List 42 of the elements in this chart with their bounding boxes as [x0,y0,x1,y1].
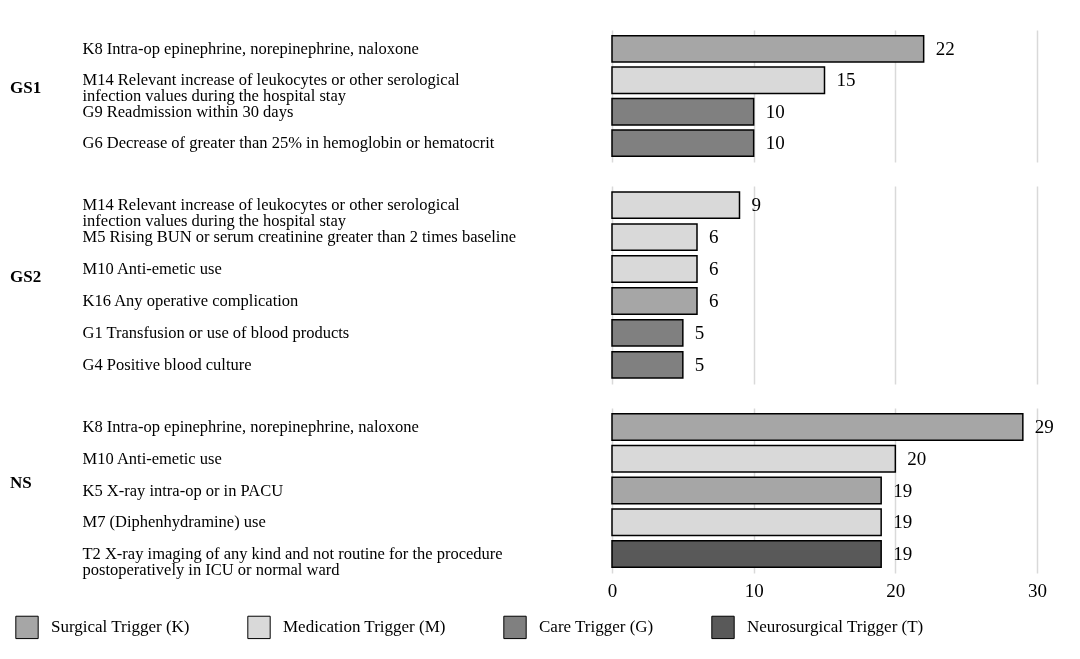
y-tick-label: K16 Any operative complication [82,290,299,310]
y-tick-label: M10 Anti-emetic use [82,259,222,279]
text: GS1 [10,78,42,97]
y-tick-label: K8 Intra-op epinephrine, norepinephrine, naloxone [82,417,419,437]
data-label: 15 [836,69,856,91]
y-tick-label: M7 (Diphenhydramine) use [82,512,266,532]
legend-label: Care Trigger (G) [539,617,654,637]
data-label: 6 [709,289,719,311]
y-tick-label: G1 Transfusion or use of blood products [82,322,350,342]
y-tick-label: K8 Intra-op epinephrine, norepinephrine, naloxone [82,38,419,58]
data-label: 6 [709,258,719,280]
x-tick-label: 30 [1028,579,1047,601]
data-label: 20 [907,447,927,469]
x-tick-label: 10 [744,579,764,601]
data-label: 29 [1034,416,1054,438]
data-label: 5 [694,353,705,375]
y-tick-label: M14 Relevant increase of leukocytes or other serological infection values during the hospital stay [82,70,460,106]
data-label: 5 [694,321,705,343]
y-tick-label: M14 Relevant increase of leukocytes or other serological infection values during the hospital stay [82,195,460,231]
bar [611,413,1024,441]
y-tick-label: T2 X-ray imaging of any kind and not routine for the procedure postoperatively in ICU or normal ward [82,543,503,579]
data-label: 10 [765,132,785,154]
text: GS2 [10,267,42,286]
data-label: 19 [893,511,913,533]
data-label: 10 [765,100,785,122]
text: NS [10,472,32,492]
data-label: 19 [893,479,913,501]
data-label: 6 [709,226,719,248]
data-label: 22 [935,37,955,59]
y-tick-label: K5 X-ray intra-op or in PACU [82,480,284,500]
x-tick-label: 0 [607,579,618,601]
y-tick-label: G4 Positive blood culture [82,354,252,374]
y-tick-label: G6 Decrease of greater than 25% in hemoglobin or hematocrit [82,133,495,153]
data-label: 9 [751,194,761,216]
bar [611,476,882,505]
legend-label: Surgical Trigger (K) [51,617,190,637]
x-tick-label: 20 [886,579,906,601]
legend-label: Medication Trigger (M) [283,617,446,637]
bar [611,540,882,568]
y-tick-label: M10 Anti-emetic use [82,448,222,468]
legend-label: Neurosurgical Trigger (T) [747,617,924,637]
data-label: 19 [893,542,913,564]
